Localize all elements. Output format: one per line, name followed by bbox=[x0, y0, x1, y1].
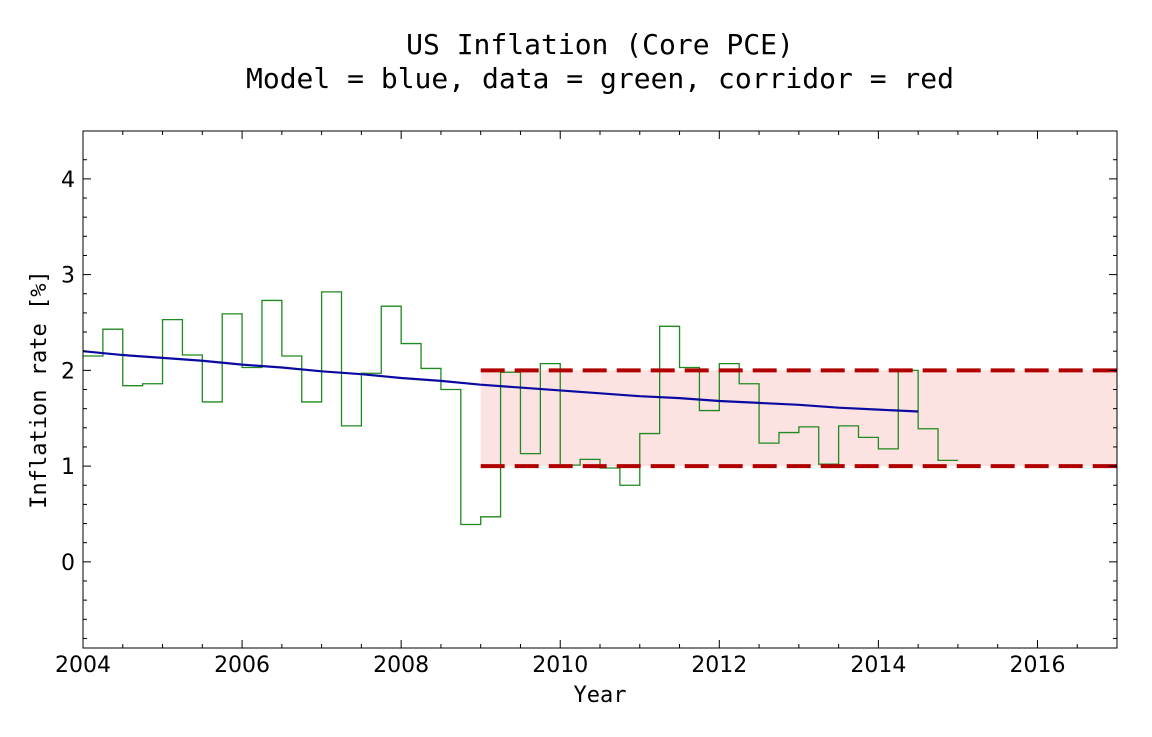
x-tick-label: 2008 bbox=[373, 653, 429, 678]
series-layer bbox=[82, 291, 1117, 526]
x-axis-label: Year bbox=[574, 683, 627, 708]
corridor-band bbox=[480, 370, 1117, 467]
model-series-line bbox=[82, 350, 919, 413]
x-tick-label: 2004 bbox=[55, 653, 111, 678]
x-tick-label: 2012 bbox=[691, 653, 747, 678]
y-tick-label: 1 bbox=[61, 455, 75, 480]
x-tick-label: 2006 bbox=[214, 653, 270, 678]
y-axis-label: Inflation rate [%] bbox=[27, 270, 52, 508]
y-tick-label: 3 bbox=[61, 264, 75, 289]
data-series-line bbox=[83, 291, 958, 526]
x-tick-label: 2014 bbox=[850, 653, 906, 678]
y-tick-label: 2 bbox=[61, 359, 75, 384]
x-tick-label: 2010 bbox=[532, 653, 588, 678]
y-tick-label: 0 bbox=[61, 551, 75, 576]
chart-subtitle: Model = blue, data = green, corridor = r… bbox=[245, 62, 954, 95]
x-tick-label: 2016 bbox=[1009, 653, 1065, 678]
chart-title: US Inflation (Core PCE) bbox=[406, 28, 794, 61]
y-tick-label: 4 bbox=[61, 168, 75, 193]
ticks-layer: 2004 2006 2008 2010 2012 2014 2016 0 1 2 3 4 bbox=[55, 131, 1118, 678]
